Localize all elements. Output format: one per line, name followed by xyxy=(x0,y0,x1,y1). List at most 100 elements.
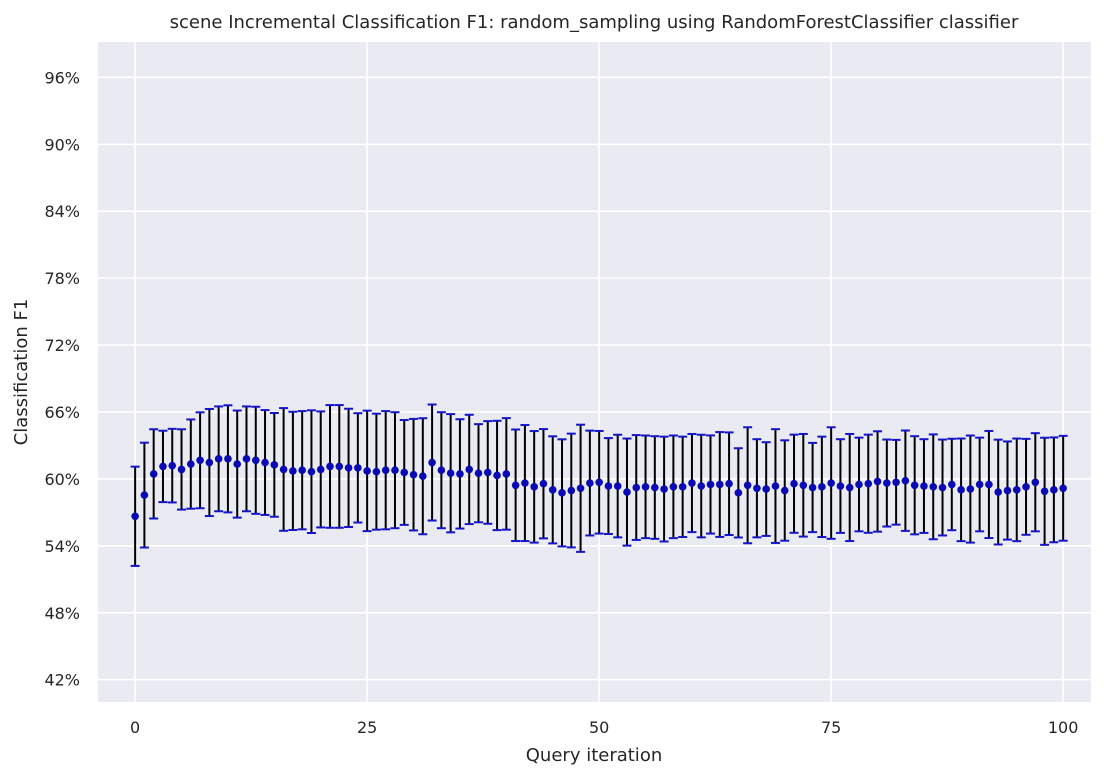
data-point xyxy=(381,466,390,475)
data-point xyxy=(205,458,214,467)
x-tick-labels: 0 25 50 75 100 xyxy=(130,718,1078,737)
data-point xyxy=(957,486,965,494)
data-point xyxy=(502,470,511,478)
data-point xyxy=(187,460,195,468)
data-point xyxy=(270,461,279,469)
data-point xyxy=(409,470,418,479)
data-point xyxy=(595,478,603,487)
data-point xyxy=(298,466,306,475)
data-point xyxy=(920,482,928,490)
data-point xyxy=(771,482,780,490)
data-point xyxy=(623,488,631,496)
data-point xyxy=(808,483,817,492)
chart-title: scene Incremental Classification F1: ran… xyxy=(170,12,1019,33)
data-point xyxy=(465,465,474,474)
data-point xyxy=(140,491,149,499)
data-point xyxy=(335,462,344,471)
data-point xyxy=(827,479,835,487)
data-point xyxy=(372,467,381,476)
data-points xyxy=(131,455,1067,521)
y-tick-label: 78% xyxy=(44,269,80,288)
data-point xyxy=(855,480,863,489)
data-point xyxy=(307,467,316,476)
data-point xyxy=(938,483,947,492)
data-point xyxy=(548,486,557,494)
data-point xyxy=(697,482,706,490)
data-point xyxy=(177,465,186,474)
data-point xyxy=(567,486,576,495)
data-point xyxy=(613,482,622,490)
data-point xyxy=(1012,486,1021,494)
data-point xyxy=(344,464,353,472)
x-tick-label: 0 xyxy=(130,718,140,737)
data-point xyxy=(483,468,492,477)
data-point xyxy=(428,458,436,467)
data-point xyxy=(363,467,371,475)
data-point xyxy=(929,483,938,491)
data-point xyxy=(214,455,223,463)
data-point xyxy=(493,471,501,480)
data-point xyxy=(446,469,455,478)
data-point xyxy=(251,456,260,465)
data-point xyxy=(604,482,613,490)
y-tick-label: 72% xyxy=(44,336,80,355)
x-tick-label: 100 xyxy=(1048,718,1079,737)
data-point xyxy=(530,483,538,491)
data-point xyxy=(131,512,139,521)
data-point xyxy=(873,477,882,486)
data-point xyxy=(1050,486,1058,494)
data-point xyxy=(576,484,585,493)
data-point xyxy=(669,483,678,491)
data-point xyxy=(864,479,873,488)
data-point xyxy=(1040,487,1049,496)
data-point xyxy=(224,455,232,463)
data-point xyxy=(836,482,845,490)
data-point xyxy=(651,483,659,492)
data-point xyxy=(1003,486,1012,495)
data-point xyxy=(261,458,269,467)
y-tick-label: 54% xyxy=(44,537,80,556)
data-point xyxy=(966,485,975,493)
data-point xyxy=(354,464,362,472)
data-point xyxy=(437,466,446,475)
data-point xyxy=(242,455,251,463)
plot-background xyxy=(98,42,1091,702)
data-point xyxy=(678,483,687,491)
data-point xyxy=(753,484,761,493)
data-point xyxy=(883,479,891,487)
data-point xyxy=(511,481,520,490)
grid-lines xyxy=(98,42,1091,702)
data-point xyxy=(1031,478,1040,487)
data-point xyxy=(641,483,650,491)
data-point xyxy=(316,465,325,474)
data-point xyxy=(149,470,158,478)
data-point xyxy=(632,483,641,492)
y-tick-label: 42% xyxy=(44,671,80,690)
data-point xyxy=(910,481,919,490)
data-point xyxy=(558,489,566,497)
data-point xyxy=(688,479,696,487)
data-point xyxy=(985,480,993,489)
data-point xyxy=(539,479,548,488)
data-point xyxy=(326,462,334,471)
y-tick-label: 66% xyxy=(44,403,80,422)
y-axis-label: Classification F1 xyxy=(11,299,32,446)
data-point xyxy=(474,469,483,478)
data-point xyxy=(159,462,167,471)
data-point xyxy=(892,478,900,487)
data-point xyxy=(400,468,409,477)
data-point xyxy=(780,486,789,495)
data-point xyxy=(901,476,910,485)
data-point xyxy=(994,488,1002,496)
data-point xyxy=(725,479,733,488)
data-point xyxy=(975,480,984,489)
data-point xyxy=(743,481,752,490)
data-point xyxy=(818,483,826,491)
data-point xyxy=(586,479,594,487)
data-point xyxy=(799,481,808,490)
y-tick-label: 90% xyxy=(44,135,80,154)
data-point xyxy=(196,456,204,465)
data-point xyxy=(790,479,798,488)
data-point xyxy=(391,466,399,475)
